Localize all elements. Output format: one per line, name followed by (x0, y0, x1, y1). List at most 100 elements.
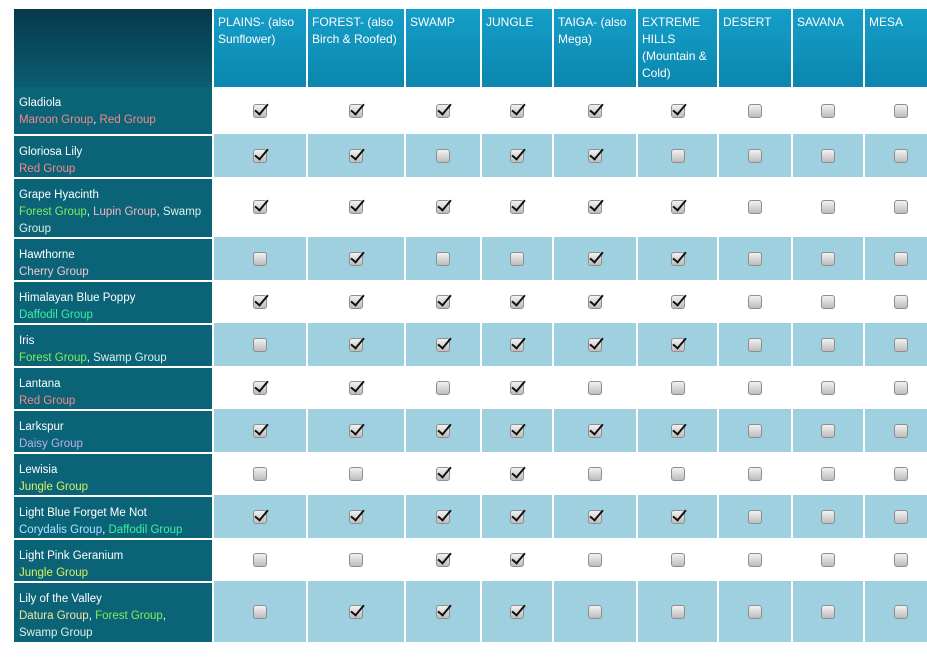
unchecked-checkbox[interactable] (588, 466, 602, 481)
checked-checkbox[interactable] (588, 200, 602, 214)
unchecked-checkbox[interactable] (821, 552, 835, 567)
checked-checkbox[interactable] (670, 294, 685, 309)
checked-checkbox[interactable] (670, 103, 685, 118)
unchecked-checkbox[interactable] (821, 466, 835, 481)
checked-checkbox[interactable] (510, 552, 524, 567)
unchecked-checkbox[interactable] (821, 509, 835, 524)
checked-checkbox[interactable] (436, 294, 450, 309)
unchecked-checkbox[interactable] (253, 552, 267, 567)
unchecked-checkbox[interactable] (748, 552, 762, 567)
unchecked-checkbox[interactable] (821, 251, 835, 266)
unchecked-checkbox[interactable] (893, 200, 908, 214)
checked-checkbox[interactable] (588, 148, 602, 163)
checked-checkbox[interactable] (670, 509, 685, 524)
checked-checkbox[interactable] (588, 509, 602, 524)
checked-checkbox[interactable] (349, 337, 363, 352)
checked-checkbox[interactable] (588, 294, 602, 309)
checked-checkbox[interactable] (670, 337, 685, 352)
unchecked-checkbox[interactable] (670, 552, 685, 567)
checked-checkbox[interactable] (510, 294, 524, 309)
unchecked-checkbox[interactable] (893, 423, 908, 438)
checked-checkbox[interactable] (349, 103, 363, 118)
unchecked-checkbox[interactable] (748, 423, 762, 438)
unchecked-checkbox[interactable] (748, 294, 762, 309)
unchecked-checkbox[interactable] (588, 552, 602, 567)
checked-checkbox[interactable] (349, 148, 363, 163)
unchecked-checkbox[interactable] (893, 148, 908, 163)
unchecked-checkbox[interactable] (748, 251, 762, 266)
unchecked-checkbox[interactable] (893, 251, 908, 266)
checked-checkbox[interactable] (436, 337, 450, 352)
checked-checkbox[interactable] (253, 294, 267, 309)
checked-checkbox[interactable] (510, 423, 524, 438)
unchecked-checkbox[interactable] (748, 380, 762, 395)
unchecked-checkbox[interactable] (670, 466, 685, 481)
checked-checkbox[interactable] (436, 466, 450, 481)
checked-checkbox[interactable] (349, 604, 363, 619)
checked-checkbox[interactable] (436, 200, 450, 214)
checked-checkbox[interactable] (670, 251, 685, 266)
checked-checkbox[interactable] (349, 509, 363, 524)
checked-checkbox[interactable] (436, 604, 450, 619)
unchecked-checkbox[interactable] (748, 103, 762, 118)
unchecked-checkbox[interactable] (893, 103, 908, 118)
unchecked-checkbox[interactable] (821, 423, 835, 438)
checked-checkbox[interactable] (670, 200, 685, 214)
unchecked-checkbox[interactable] (821, 148, 835, 163)
unchecked-checkbox[interactable] (893, 294, 908, 309)
checked-checkbox[interactable] (436, 423, 450, 438)
unchecked-checkbox[interactable] (821, 337, 835, 352)
checked-checkbox[interactable] (253, 103, 267, 118)
unchecked-checkbox[interactable] (670, 148, 685, 163)
checked-checkbox[interactable] (349, 251, 363, 266)
checked-checkbox[interactable] (349, 423, 363, 438)
unchecked-checkbox[interactable] (821, 200, 835, 214)
unchecked-checkbox[interactable] (893, 380, 908, 395)
checked-checkbox[interactable] (510, 509, 524, 524)
checked-checkbox[interactable] (253, 423, 267, 438)
unchecked-checkbox[interactable] (893, 337, 908, 352)
checked-checkbox[interactable] (510, 604, 524, 619)
checked-checkbox[interactable] (349, 294, 363, 309)
unchecked-checkbox[interactable] (748, 509, 762, 524)
checked-checkbox[interactable] (436, 103, 450, 118)
checked-checkbox[interactable] (588, 423, 602, 438)
unchecked-checkbox[interactable] (588, 380, 602, 395)
checked-checkbox[interactable] (510, 380, 524, 395)
checked-checkbox[interactable] (588, 337, 602, 352)
unchecked-checkbox[interactable] (821, 103, 835, 118)
unchecked-checkbox[interactable] (893, 604, 908, 619)
checked-checkbox[interactable] (436, 509, 450, 524)
unchecked-checkbox[interactable] (349, 552, 363, 567)
checked-checkbox[interactable] (510, 337, 524, 352)
unchecked-checkbox[interactable] (893, 552, 908, 567)
checked-checkbox[interactable] (253, 380, 267, 395)
unchecked-checkbox[interactable] (436, 148, 450, 163)
unchecked-checkbox[interactable] (748, 466, 762, 481)
unchecked-checkbox[interactable] (821, 604, 835, 619)
unchecked-checkbox[interactable] (893, 466, 908, 481)
unchecked-checkbox[interactable] (253, 604, 267, 619)
unchecked-checkbox[interactable] (436, 380, 450, 395)
checked-checkbox[interactable] (510, 103, 524, 118)
unchecked-checkbox[interactable] (670, 604, 685, 619)
checked-checkbox[interactable] (436, 552, 450, 567)
unchecked-checkbox[interactable] (821, 380, 835, 395)
checked-checkbox[interactable] (510, 200, 524, 214)
unchecked-checkbox[interactable] (253, 466, 267, 481)
unchecked-checkbox[interactable] (253, 337, 267, 352)
unchecked-checkbox[interactable] (670, 380, 685, 395)
unchecked-checkbox[interactable] (588, 604, 602, 619)
unchecked-checkbox[interactable] (748, 200, 762, 214)
checked-checkbox[interactable] (588, 103, 602, 118)
unchecked-checkbox[interactable] (349, 466, 363, 481)
checked-checkbox[interactable] (510, 466, 524, 481)
checked-checkbox[interactable] (253, 200, 267, 214)
checked-checkbox[interactable] (588, 251, 602, 266)
unchecked-checkbox[interactable] (436, 251, 450, 266)
unchecked-checkbox[interactable] (253, 251, 267, 266)
unchecked-checkbox[interactable] (893, 509, 908, 524)
unchecked-checkbox[interactable] (748, 337, 762, 352)
checked-checkbox[interactable] (510, 148, 524, 163)
checked-checkbox[interactable] (253, 509, 267, 524)
